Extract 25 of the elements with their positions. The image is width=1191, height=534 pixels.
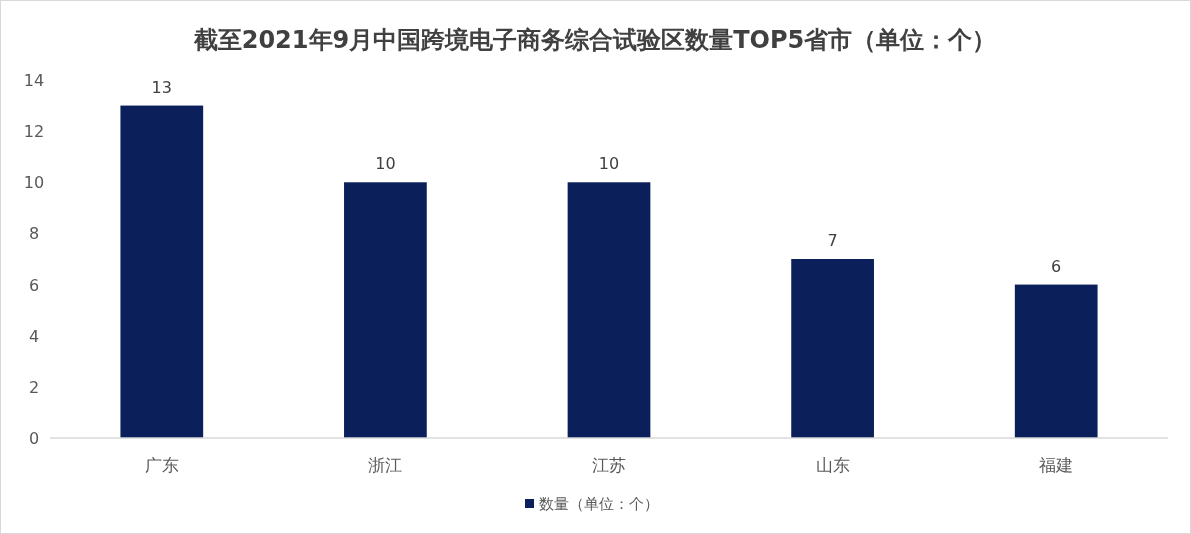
data-label: 7 bbox=[827, 231, 838, 250]
legend-label: 数量（单位：个） bbox=[539, 495, 659, 513]
x-tick-label: 江苏 bbox=[592, 455, 626, 475]
y-tick-label: 10 bbox=[23, 173, 45, 193]
y-tick-label: 14 bbox=[23, 71, 45, 90]
y-tick-label: 4 bbox=[28, 326, 40, 346]
data-label: 13 bbox=[151, 77, 172, 97]
bar bbox=[791, 259, 874, 438]
bar bbox=[1014, 284, 1098, 438]
y-tick-label: 6 bbox=[28, 275, 40, 295]
x-tick-label: 福建 bbox=[1039, 455, 1074, 475]
y-tick-label: 0 bbox=[28, 429, 40, 448]
x-tick-label: 广东 bbox=[144, 455, 179, 475]
bar bbox=[567, 182, 651, 438]
bar bbox=[120, 105, 204, 438]
data-label: 10 bbox=[375, 154, 396, 174]
y-tick-label: 2 bbox=[28, 377, 40, 397]
data-label: 10 bbox=[598, 154, 620, 174]
y-tick-label: 8 bbox=[28, 224, 40, 244]
data-label: 6 bbox=[1051, 256, 1062, 276]
x-tick-label: 山东 bbox=[815, 455, 850, 475]
chart-title: 截至2021年9月中国跨境电子商务综合试验区数量TOP5省市（单位：个） bbox=[192, 26, 997, 54]
y-tick-label: 12 bbox=[23, 122, 45, 142]
bar bbox=[344, 182, 427, 438]
x-tick-label: 浙江 bbox=[368, 455, 403, 475]
